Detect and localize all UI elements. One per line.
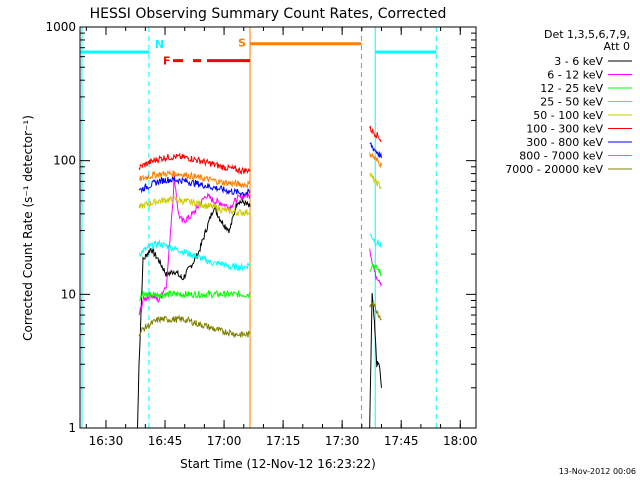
footer-date: 13-Nov-2012 00:06 [559,467,636,476]
plot-frame [79,26,477,429]
y-tick-label-0: 1 [68,421,76,435]
legend-label-0: 3 - 6 keV [554,55,603,68]
y-tick-label-2: 100 [53,154,76,168]
series-line-0-segment-1 [369,292,382,429]
series-7 [138,152,382,189]
legend-label-4: 50 - 100 keV [533,109,603,122]
series-6 [138,142,382,198]
series-line-2-segment-0 [138,289,251,301]
legend-label-5: 100 - 300 keV [526,123,603,136]
series-line-4-segment-0 [138,195,251,217]
series-line-0-segment-0 [137,197,251,429]
x-tick-label-3: 17:15 [266,434,301,448]
legend-label-7: 800 - 7000 keV [519,150,603,163]
data-series [137,125,382,429]
x-tick-label-1: 16:45 [148,434,183,448]
series-line-6-segment-1 [369,142,382,158]
red-flag-label: F [163,55,171,68]
series-0 [137,197,382,429]
cyan-flag-label: N [155,38,164,51]
legend-label-1: 6 - 12 keV [547,69,603,82]
x-tick-label-0: 16:30 [89,434,124,448]
series-2 [138,263,382,301]
legend-label-6: 300 - 800 keV [526,136,603,149]
legend-header-line-1: Det 1,3,5,6,7,9, [544,28,630,41]
series-line-6-segment-0 [138,174,251,198]
series-line-3-segment-0 [138,239,251,272]
x-tick-label-6: 18:00 [443,434,478,448]
series-line-1-segment-1 [369,248,382,287]
axis-ticks: 16:30 16:45 17:00 17:15 17:30 17:45 18:00 1 10 10… [45,20,477,448]
series-line-5-segment-0 [138,152,251,176]
legend-header-line-2: Att 0 [604,40,630,53]
series-line-1-segment-0 [138,174,251,316]
y-axis-label: Corrected Count Rate (s⁻¹ detector⁻¹) [21,115,35,341]
series-line-5-segment-1 [369,125,382,143]
x-tick-label-4: 17:30 [325,434,360,448]
series-line-4-segment-1 [369,172,382,189]
legend-label-8: 7000 - 20000 keV [505,163,603,176]
chart-title: HESSI Observing Summary Count Rates, Cor… [90,6,447,22]
series-4 [138,172,382,217]
legend-label-2: 12 - 25 keV [540,82,603,95]
y-tick-label-3: 1000 [45,20,76,34]
series-line-8-segment-1 [369,301,382,321]
y-tick-label-1: 10 [61,287,76,301]
x-tick-label-2: 17:00 [207,434,242,448]
orange-flag-label: S [238,37,246,50]
series-line-7-segment-1 [369,152,382,169]
series-5 [138,125,382,176]
x-axis-label: Start Time (12-Nov-12 16:23:22) [180,457,376,471]
legend-label-3: 25 - 50 keV [540,96,603,109]
series-line-8-segment-0 [138,314,251,339]
series-line-3-segment-1 [369,233,382,249]
series-line-2-segment-1 [369,263,382,277]
series-8 [138,301,382,339]
x-tick-label-5: 17:45 [384,434,419,448]
series-line-7-segment-0 [138,169,251,189]
series-1 [138,174,382,316]
instrument-flags: S FN [80,27,437,428]
series-3 [138,233,382,272]
